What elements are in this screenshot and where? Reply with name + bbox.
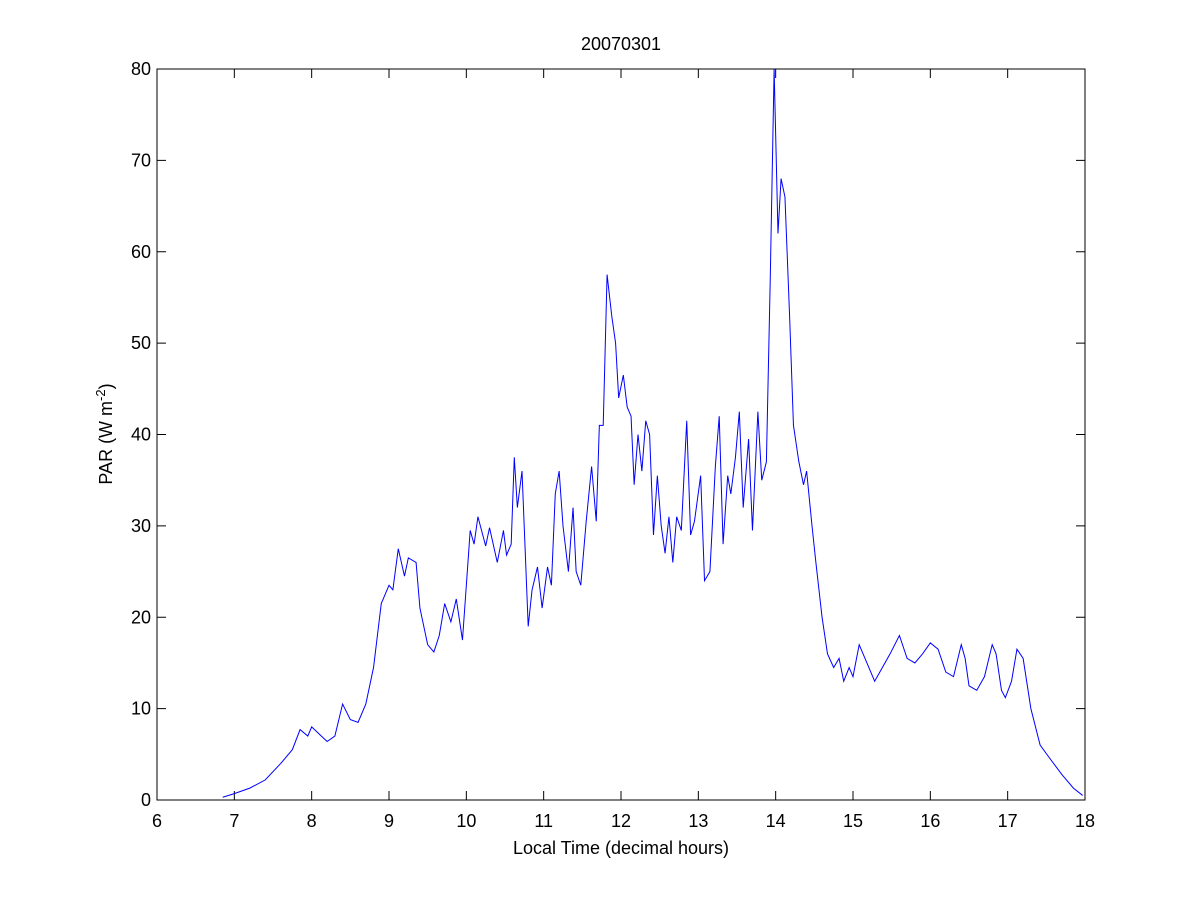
x-tick-label: 8 [307,811,317,831]
y-tick-label: 0 [141,790,151,810]
y-tick-label: 70 [131,150,151,170]
x-tick-label: 16 [920,811,940,831]
y-label-superscript: -2 [93,389,108,401]
y-tick-label: 30 [131,516,151,536]
y-label-text: PAR (W m [96,401,116,485]
x-tick-label: 6 [152,811,162,831]
y-tick-label: 10 [131,699,151,719]
x-axis-label: Local Time (decimal hours) [513,838,729,858]
x-tick-label: 17 [998,811,1018,831]
x-tick-label: 7 [229,811,239,831]
y-tick-label: 20 [131,607,151,627]
x-tick-label: 18 [1075,811,1095,831]
x-tick-label: 14 [766,811,786,831]
x-tick-label: 15 [843,811,863,831]
x-tick-label: 9 [384,811,394,831]
plot-area [156,68,1086,801]
x-tick-label: 11 [534,811,553,831]
y-tick-label: 80 [131,59,151,79]
chart-title: 20070301 [581,34,661,54]
x-tick-label: 13 [688,811,708,831]
x-tick-label: 10 [456,811,476,831]
y-tick-label: 50 [131,333,151,353]
y-axis-label: PAR (W m-2) [93,383,116,484]
data-line [222,68,1083,798]
y-tick-label: 60 [131,242,151,262]
x-tick-label: 12 [611,811,631,831]
y-label-suffix: ) [96,383,116,389]
y-tick-label: 40 [131,425,151,445]
